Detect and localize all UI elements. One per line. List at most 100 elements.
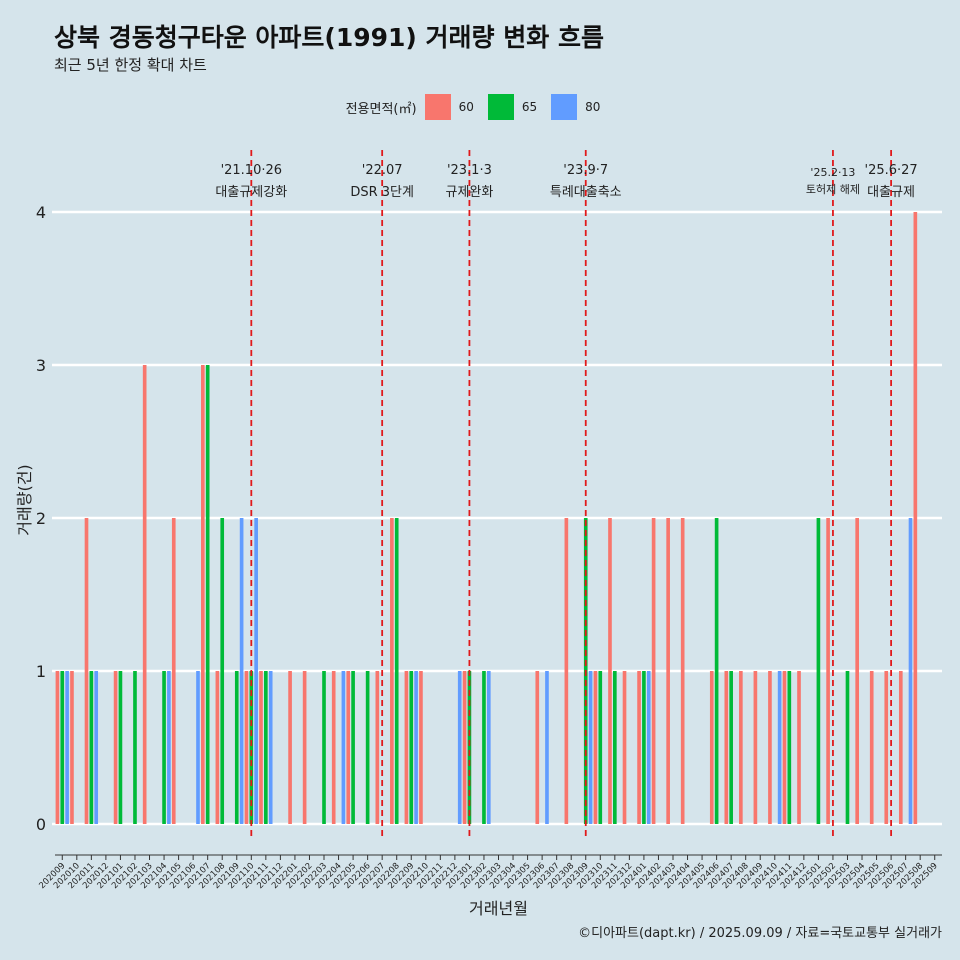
y-tick-label: 4: [36, 203, 46, 222]
bar-60-202401: [637, 671, 641, 824]
bar-60-202404: [680, 518, 685, 824]
bar-60-202205: [346, 671, 351, 824]
y-tick-label: 1: [36, 662, 46, 681]
bar-60-202208: [390, 518, 394, 824]
bar-65-202503: [845, 671, 850, 824]
event-date: '21.10·26: [221, 163, 282, 178]
legend-item-65: 65: [487, 94, 538, 120]
bar-80-202507: [908, 518, 913, 824]
bar-60-202301: [462, 671, 467, 824]
y-tick-label: 0: [36, 815, 46, 834]
bar-60-202502: [826, 518, 830, 824]
legend-swatch-80: [551, 94, 578, 120]
legend-label-60: 60: [458, 100, 474, 114]
bar-65-202009: [60, 671, 65, 824]
legend-swatch-60: [424, 94, 451, 120]
bar-80-202110: [254, 518, 258, 824]
bar-60-202402: [651, 518, 656, 824]
bar-65-202401: [642, 671, 646, 824]
bar-60-202403: [666, 518, 670, 824]
bar-60-202409: [753, 671, 758, 824]
bar-80-202401: [646, 671, 651, 824]
bar-65-202104: [162, 671, 166, 824]
event-label: 대출규제강화: [215, 185, 287, 200]
event-label: DSR 3단계: [350, 185, 414, 200]
bar-65-202101: [118, 671, 123, 824]
event-label: 규제완화: [445, 185, 493, 200]
bar-65-202407: [729, 671, 733, 824]
event-label: 대출규제: [867, 185, 915, 200]
legend: 전용면적(㎡) 60 65 80: [0, 92, 960, 122]
y-axis-title: 거래량(건): [15, 464, 34, 535]
bar-65-202102: [133, 671, 137, 824]
bar-65-202310: [598, 671, 603, 824]
bar-65-202110: [249, 671, 254, 824]
bar-60-202412: [797, 671, 801, 824]
bar-80-202111: [268, 671, 273, 824]
legend-label-65: 65: [521, 100, 538, 114]
bar-80-202106: [196, 671, 200, 824]
bar-65-202206: [365, 671, 370, 824]
bar-80-202209: [414, 671, 418, 824]
bar-80-202302: [486, 671, 491, 824]
bar-80-202204: [341, 671, 346, 824]
bar-65-202406: [714, 518, 719, 824]
bar-65-202302: [482, 671, 486, 824]
bar-60-202110: [244, 671, 249, 824]
bar-60-202311: [608, 518, 612, 824]
bar-65-202301: [467, 671, 472, 824]
bar-60-202111: [259, 671, 263, 824]
bar-60-202505: [869, 671, 874, 824]
bar-65-202205: [351, 671, 355, 824]
bar-60-202202: [302, 671, 307, 824]
bar-80-202011: [94, 671, 99, 824]
event-date: '25.6·27: [865, 163, 918, 178]
bar-60-202207: [375, 671, 380, 824]
bar-60-202204: [331, 671, 336, 824]
bar-60-202103: [142, 365, 147, 824]
bar-60-202010: [70, 671, 74, 824]
bar-80-202104: [167, 671, 171, 824]
chart-subtitle: 최근 5년 한정 확대 차트: [54, 56, 207, 74]
bar-60-202406: [709, 671, 714, 824]
bar-60-202504: [855, 518, 860, 824]
chart-title: 상북 경동청구타운 아파트(1991) 거래량 변화 흐름: [54, 23, 604, 52]
event-date: '23.9·7: [563, 163, 608, 178]
y-tick-label: 2: [36, 509, 46, 528]
bar-80-202309: [588, 671, 593, 824]
bar-65-202208: [394, 518, 399, 824]
bar-60-202410: [768, 671, 772, 824]
bar-80-202306: [545, 671, 549, 824]
bar-65-202107: [205, 365, 210, 824]
bar-60-202108: [215, 671, 220, 824]
bar-60-202011: [84, 518, 89, 824]
bar-60-202210: [419, 671, 423, 824]
event-label: 토허제 해제: [806, 182, 860, 196]
bar-60-202201: [288, 671, 292, 824]
legend-swatch-65: [487, 94, 514, 120]
bar-65-202203: [322, 671, 326, 824]
bar-65-202108: [220, 518, 225, 824]
bar-80-202109: [239, 518, 244, 824]
bar-60-202101: [113, 671, 118, 824]
x-axis-title: 거래년월: [469, 899, 528, 918]
legend-item-60: 60: [424, 94, 474, 120]
bar-65-202011: [89, 671, 94, 824]
bar-60-202306: [535, 671, 540, 824]
legend-title: 전용면적(㎡): [345, 101, 417, 117]
bar-65-202311: [613, 671, 617, 824]
bar-60-202308: [564, 518, 569, 824]
bar-65-202411: [787, 671, 792, 824]
bar-60-202105: [171, 518, 176, 824]
bar-60-202310: [593, 671, 598, 824]
bar-60-202411: [782, 671, 787, 824]
bar-60-202408: [739, 671, 743, 824]
bar-60-202506: [884, 671, 889, 824]
bar-60-202407: [724, 671, 729, 824]
bar-80-202009: [65, 671, 69, 824]
bar-65-202209: [409, 671, 414, 824]
event-label: 특례대출축소: [550, 185, 622, 200]
bar-80-202410: [777, 671, 782, 824]
bar-65-202111: [264, 671, 268, 824]
